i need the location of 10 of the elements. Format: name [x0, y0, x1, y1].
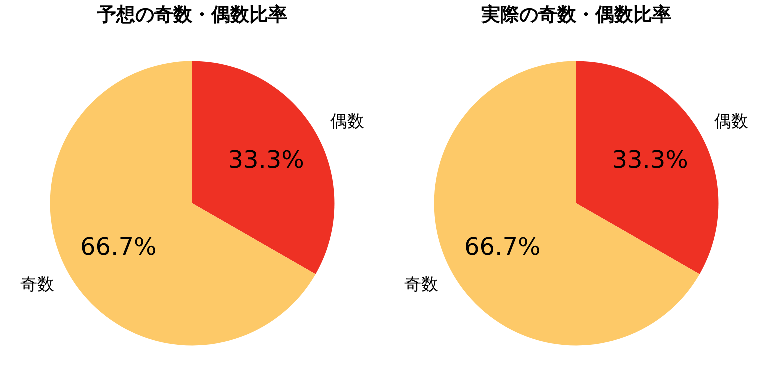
- slice-label: 偶数: [330, 112, 364, 132]
- slice-label: 奇数: [404, 274, 439, 295]
- data-label: 66.7%: [80, 233, 157, 262]
- slice-label: 奇数: [20, 274, 55, 295]
- chart-title: 予想の奇数・偶数比率: [96, 4, 288, 26]
- data-label: 66.7%: [464, 233, 541, 262]
- chart-title: 実際の奇数・偶数比率: [480, 4, 672, 26]
- data-label: 33.3%: [228, 146, 304, 174]
- data-label: 33.3%: [612, 146, 688, 174]
- slice-label: 偶数: [714, 112, 748, 132]
